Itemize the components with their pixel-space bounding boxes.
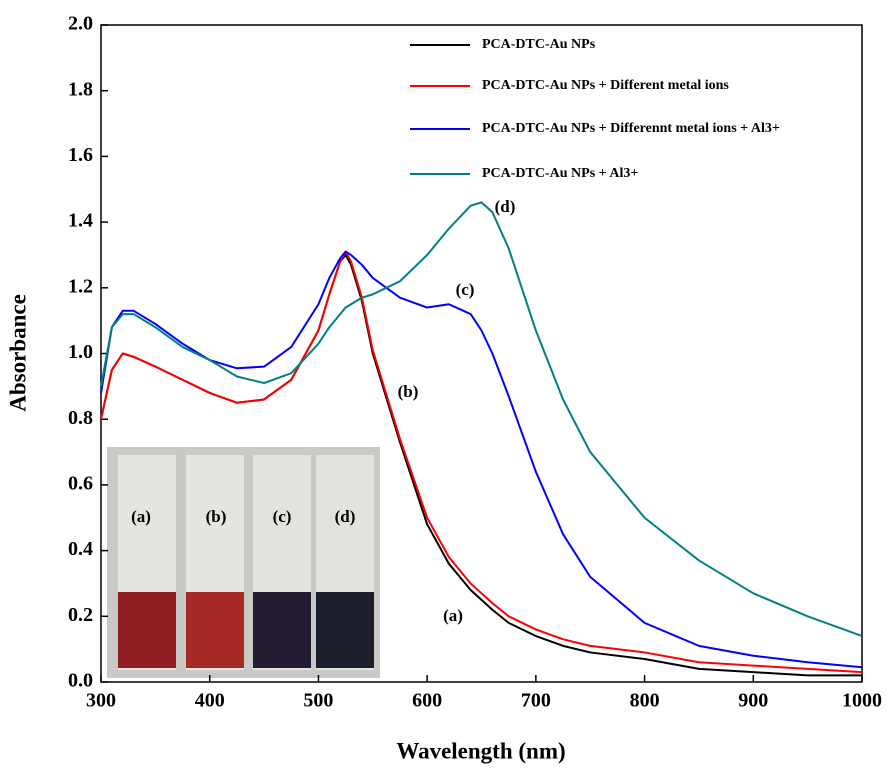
y-tick-label: 1.4 [68,210,93,232]
y-tick-label: 0.2 [68,604,93,626]
x-tick-label: 800 [630,690,660,712]
legend-label: PCA-DTC-Au NPs + Differennt metal ions +… [482,121,780,136]
y-axis-label: Absorbance [5,294,30,412]
y-tick-label: 0.4 [68,538,93,560]
inset-label: (d) [335,507,356,526]
vial-solution [316,592,374,668]
x-tick-label: 500 [303,690,333,712]
curve-annotation: (b) [398,382,419,401]
y-tick-label: 1.6 [68,144,93,166]
x-tick-label: 400 [195,690,225,712]
x-tick-label: 700 [521,690,551,712]
x-axis-label: Wavelength (nm) [396,738,565,763]
legend-label: PCA-DTC-Au NPs + Al3+ [482,166,638,181]
y-tick-label: 0.6 [68,472,93,494]
y-tick-label: 0.0 [68,670,93,692]
curve-annotation: (d) [495,197,516,216]
inset-label: (b) [206,507,227,526]
y-tick-label: 1.8 [68,78,93,100]
curve-annotation: (c) [456,280,475,299]
curve-annotation: (a) [443,606,463,625]
y-tick-label: 1.0 [68,341,93,363]
x-tick-label: 300 [86,690,116,712]
inset-photo [107,447,380,678]
vial-solution [118,592,176,668]
y-tick-label: 0.8 [68,407,93,429]
inset-label: (c) [273,507,292,526]
series-line [100,250,863,669]
vial-solution [186,592,244,668]
series-line [100,201,863,637]
x-tick-label: 900 [738,690,768,712]
x-tick-label: 1000 [842,690,882,712]
y-tick-label: 1.2 [68,275,93,297]
inset-label: (a) [131,507,151,526]
y-tick-label: 2.0 [68,13,93,35]
x-tick-label: 600 [412,690,442,712]
series-line [100,250,863,674]
vial-solution [253,592,311,668]
legend-label: PCA-DTC-Au NPs + Different metal ions [482,78,729,93]
legend-label: PCA-DTC-Au NPs [482,37,596,52]
